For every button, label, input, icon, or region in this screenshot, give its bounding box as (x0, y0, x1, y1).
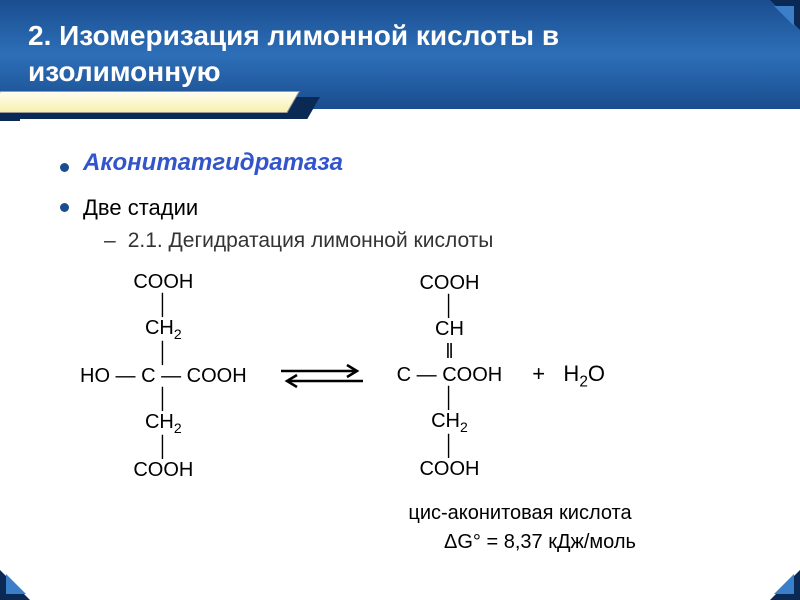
equilibrium-arrow (277, 359, 367, 393)
plus-sign: + (532, 361, 545, 386)
product-name: цис-аконитовая кислота (280, 502, 760, 525)
reactant-citric-acid: COOH │ CH2 │ HO — C — COOH │ CH2 │ COOH (80, 271, 247, 482)
product-cis-aconitate: COOH │ CH ‖ C — COOH │ CH2 │ COOH (397, 272, 503, 481)
header-accent (0, 91, 380, 127)
corner-decoration-br-inner (774, 574, 794, 594)
title-line-2: изолимонную (28, 54, 772, 90)
bullet-icon (60, 203, 69, 212)
slide-content: Аконитатгидратаза Две стадии – 2.1. Деги… (0, 109, 800, 554)
enzyme-name: Аконитатгидратаза (83, 149, 343, 177)
substage-row: – 2.1. Дегидратация лимонной кислоты (104, 229, 760, 253)
corner-decoration-tr-inner (774, 6, 794, 26)
reaction-scheme: COOH │ CH2 │ HO — C — COOH │ CH2 │ COOH … (80, 271, 760, 482)
corner-decoration-bl-inner (6, 574, 26, 594)
bullet-icon (60, 163, 69, 172)
enzyme-row: Аконитатгидратаза (60, 149, 760, 187)
stages-row: Две стадии (60, 195, 760, 221)
title-line-1: 2. Изомеризация лимонной кислоты в (28, 18, 772, 54)
delta-g-value: ΔG° = 8,37 кДж/моль (320, 531, 760, 554)
plus-water: + H2O (532, 361, 605, 391)
dash-icon: – (104, 229, 116, 253)
slide-header: 2. Изомеризация лимонной кислоты в изоли… (0, 0, 800, 109)
stages-label: Две стадии (83, 195, 198, 221)
substage-text: 2.1. Дегидратация лимонной кислоты (128, 229, 494, 253)
